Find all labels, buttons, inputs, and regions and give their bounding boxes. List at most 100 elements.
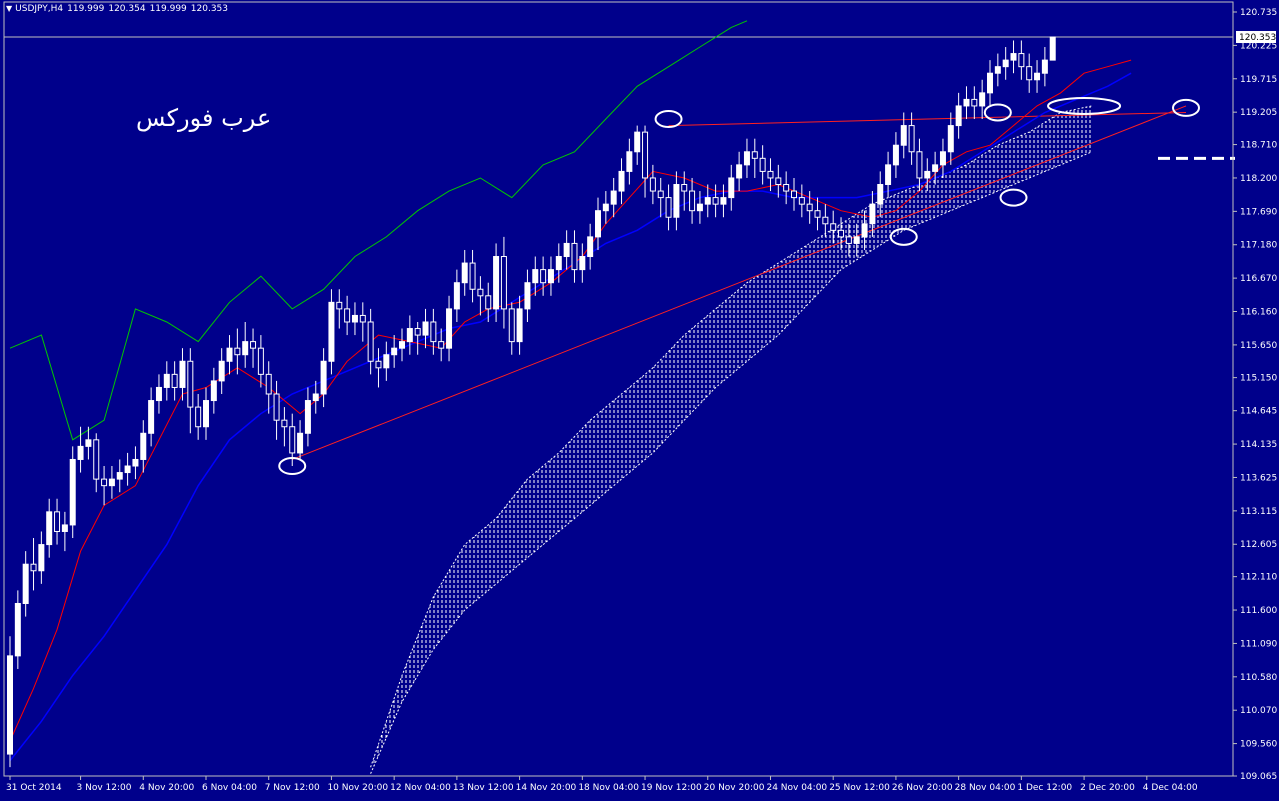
bull-candle-body — [61, 524, 68, 532]
candle — [877, 171, 884, 218]
bull-candle-body — [728, 177, 735, 199]
bull-candle-body — [22, 563, 29, 604]
bull-candle-body — [987, 72, 993, 94]
bear-candle-body — [791, 190, 797, 199]
bull-candle-body — [994, 66, 1001, 74]
bear-candle-body — [508, 308, 515, 343]
candle — [853, 223, 860, 257]
candle — [391, 335, 398, 368]
y-tick-label: 112.605 — [1240, 540, 1277, 550]
y-tick-label: 112.110 — [1240, 573, 1277, 583]
candle — [555, 243, 562, 283]
bear-candle-body — [265, 373, 272, 395]
candle — [696, 191, 703, 224]
candle — [783, 171, 790, 205]
bull-candle-body — [853, 236, 860, 244]
bear-candle-body — [798, 197, 805, 205]
candle — [979, 79, 986, 120]
bear-candle-body — [438, 341, 445, 349]
candle — [587, 223, 594, 270]
bear-candle-body — [689, 190, 696, 212]
candle — [281, 407, 288, 447]
dropdown-arrow-icon[interactable]: ▼ — [6, 4, 13, 13]
candle — [900, 112, 907, 159]
candle — [218, 348, 225, 394]
bull-candle-body — [493, 256, 500, 310]
candle — [1041, 47, 1048, 87]
candle — [461, 249, 468, 296]
bull-candle-body — [720, 197, 727, 205]
bull-candle-body — [461, 262, 468, 284]
bull-candle-body — [924, 170, 931, 179]
bear-candle-body — [783, 184, 790, 192]
senkou-span-a-line — [370, 105, 1093, 768]
low-value: 119.999 — [149, 4, 187, 14]
highlight-circle — [278, 457, 307, 476]
candle — [163, 361, 170, 401]
candle — [69, 446, 76, 539]
bull-candle-body — [422, 321, 429, 336]
plot-frame — [3, 1, 1234, 777]
candle — [124, 452, 131, 486]
y-tick-label: 119.715 — [1240, 75, 1277, 85]
candle — [563, 230, 570, 270]
candle — [665, 184, 672, 231]
candle — [963, 86, 970, 120]
bull-candle-body — [963, 98, 970, 107]
bear-candle-body — [822, 216, 829, 225]
bull-candle-body — [618, 170, 625, 192]
candle — [101, 466, 108, 506]
candle — [226, 335, 233, 375]
bull-candle-body — [116, 472, 123, 480]
candle — [195, 394, 202, 440]
bull-candle-body — [524, 282, 531, 310]
bull-candle-body — [610, 190, 617, 205]
bull-candle-body — [140, 432, 147, 460]
y-tick-label: 109.065 — [1240, 772, 1277, 782]
y-tick-label: 115.150 — [1240, 374, 1277, 384]
x-tick-label: 3 Nov 12:00 — [77, 783, 132, 793]
last-price-label: 120.353 — [1239, 33, 1276, 43]
last-price-badge — [1236, 31, 1276, 44]
bear-candle-body — [257, 347, 264, 375]
bull-candle-body — [77, 445, 84, 460]
highlight-circle — [654, 110, 683, 129]
bear-candle-body — [477, 288, 484, 297]
candle — [751, 138, 758, 178]
bear-candle-body — [830, 223, 837, 231]
y-tick-label: 113.115 — [1240, 507, 1277, 517]
candle — [830, 210, 837, 244]
bull-candle-body — [587, 236, 594, 258]
candle — [446, 295, 453, 362]
candle — [892, 132, 899, 178]
bull-candle-body — [312, 393, 319, 402]
bull-candle-body — [555, 256, 562, 271]
candle — [430, 308, 437, 355]
candle — [712, 184, 719, 218]
bull-candle-body — [218, 360, 225, 382]
bull-candle-body — [320, 360, 327, 395]
bull-candle-body — [242, 341, 249, 356]
bear-candle-body — [344, 308, 351, 323]
candle — [250, 328, 257, 368]
chart-header: ▼ USDJPY,H4 119.999 120.354 119.999 120.353 — [6, 4, 232, 14]
bull-candle-body — [383, 354, 390, 369]
bear-candle-body — [367, 321, 374, 362]
y-tick-label: 113.625 — [1240, 473, 1277, 483]
candle — [414, 321, 421, 355]
candle — [14, 590, 21, 669]
candle — [85, 426, 92, 460]
candle — [869, 191, 876, 237]
bull-candle-body — [453, 282, 460, 310]
bear-candle-body — [250, 341, 257, 349]
bear-candle-body — [289, 426, 296, 454]
bear-candle-body — [485, 295, 492, 310]
candle — [438, 328, 445, 362]
y-tick-label: 109.560 — [1240, 740, 1277, 750]
bear-candle-body — [54, 511, 61, 532]
bear-candle-body — [540, 269, 547, 284]
candle — [477, 276, 484, 316]
y-tick-label: 115.650 — [1240, 341, 1277, 351]
